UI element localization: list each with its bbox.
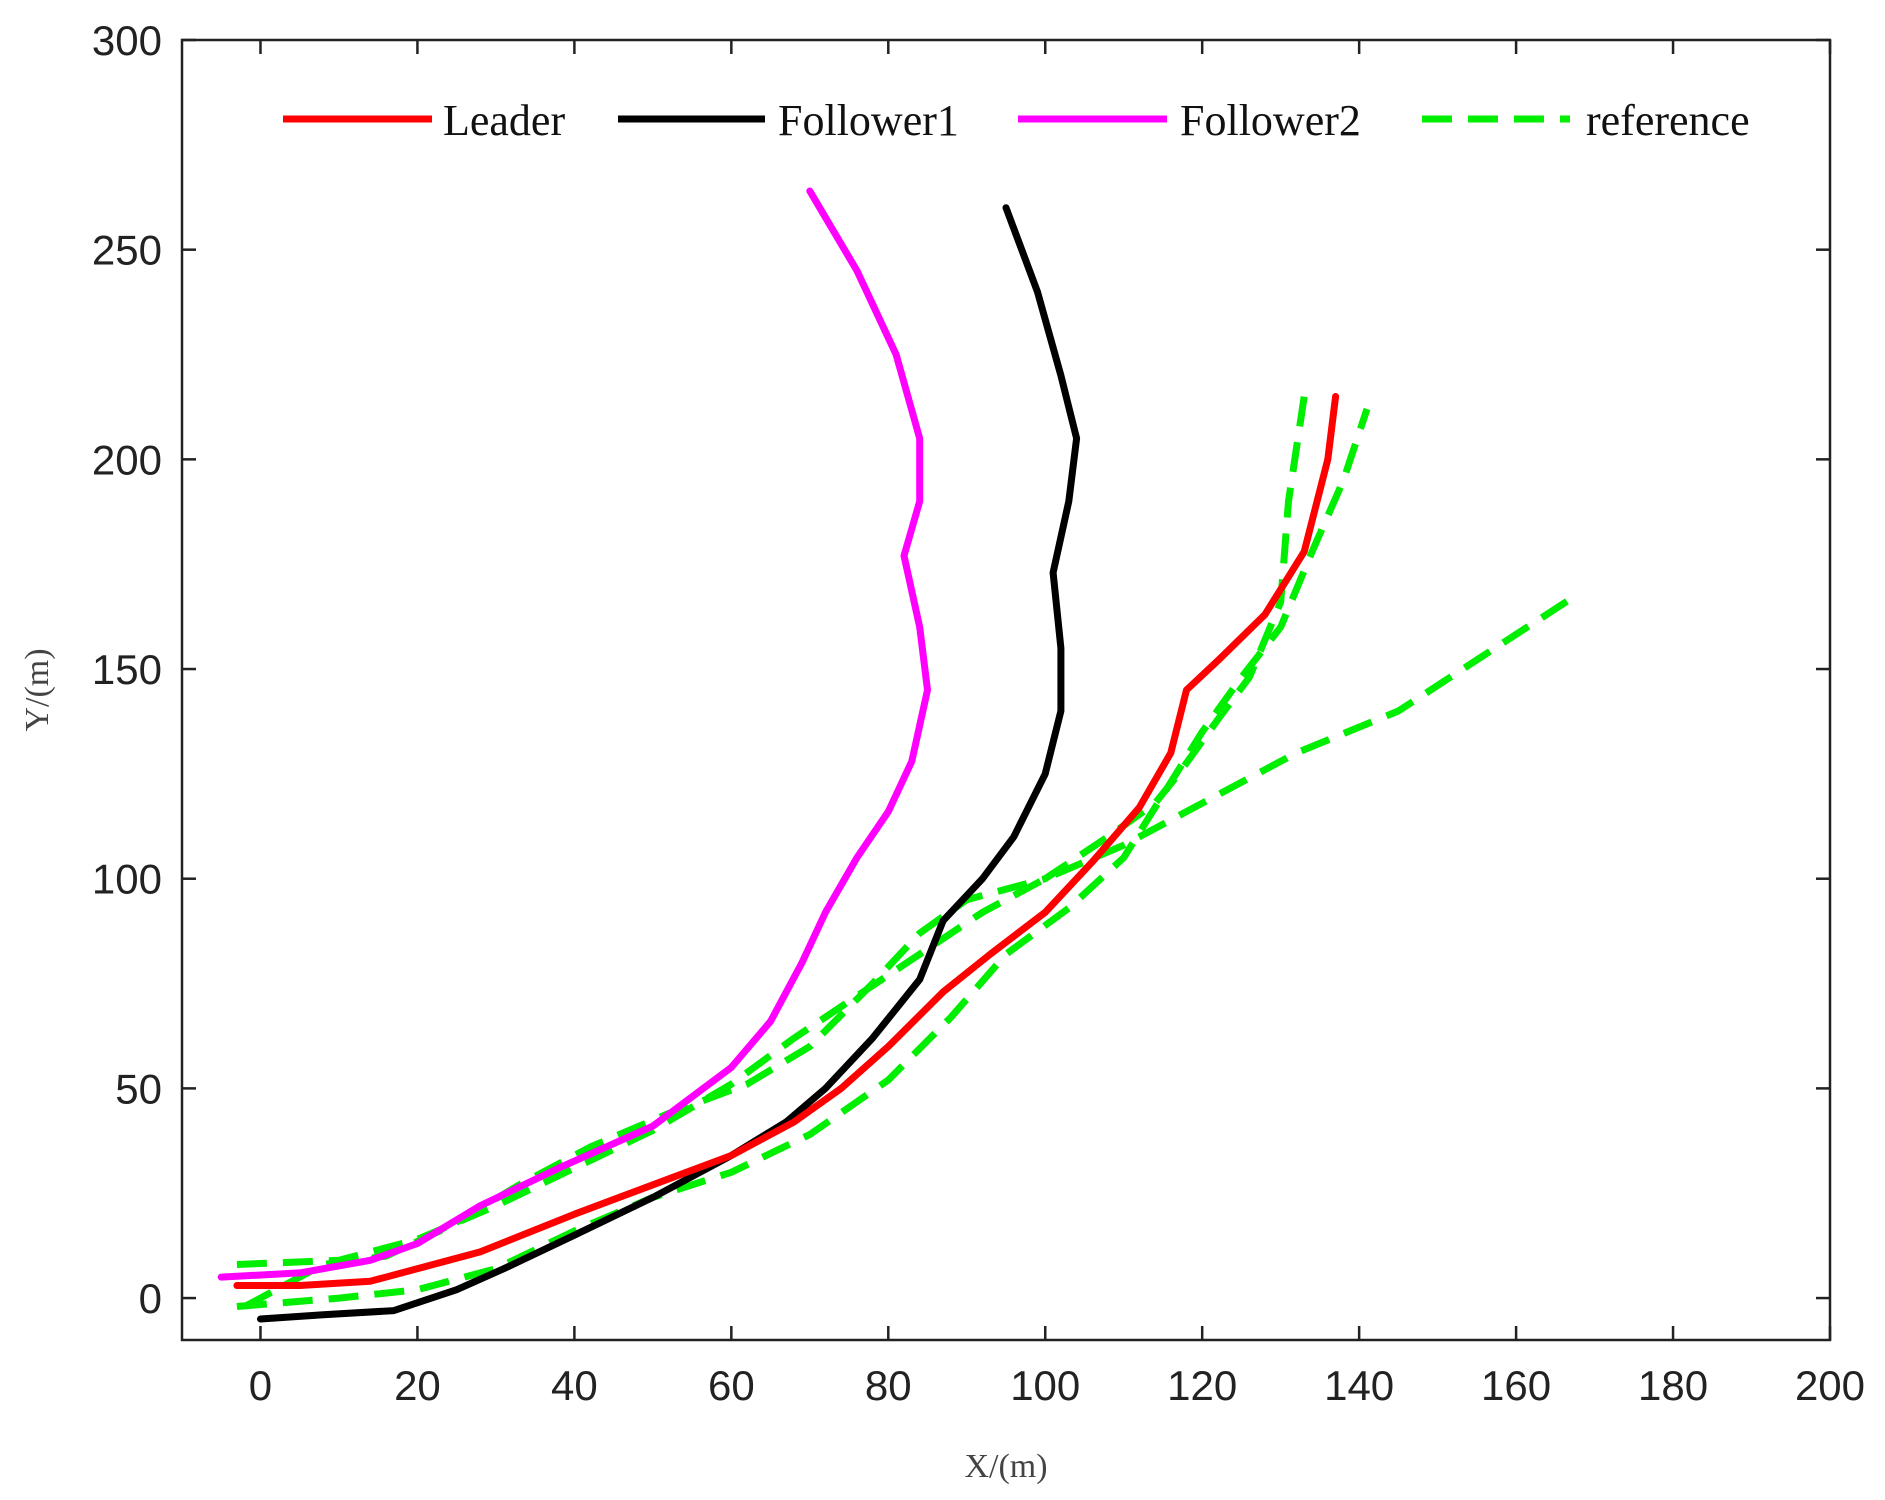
- x-tick-label: 0: [249, 1362, 272, 1409]
- legend: Leader Follower1 Follower2 reference: [283, 96, 1750, 145]
- x-tick-label: 20: [394, 1362, 441, 1409]
- y-tick-label: 50: [115, 1065, 162, 1112]
- series-layer: [217, 187, 1581, 1323]
- x-tick-label: 160: [1481, 1362, 1551, 1409]
- series-line-follower2: [217, 187, 931, 1281]
- x-tick-label: 180: [1638, 1362, 1708, 1409]
- x-tick-label: 100: [1010, 1362, 1080, 1409]
- legend-label-follower2: Follower2: [1180, 96, 1361, 145]
- legend-label-reference: reference: [1586, 96, 1750, 145]
- y-tick-label: 200: [92, 436, 162, 483]
- plot-frame: [180, 38, 1832, 1342]
- series-line-leader: [233, 393, 1340, 1289]
- y-tick-label: 0: [139, 1275, 162, 1322]
- tick-layer: 0 20 40 60 80 100 120 140 160 180 200 0 50 100 150 200 2…: [92, 17, 1865, 1409]
- x-tick-label: 120: [1167, 1362, 1237, 1409]
- y-tick-label: 300: [92, 17, 162, 64]
- x-tick-label: 60: [708, 1362, 755, 1409]
- x-axis-label: X/(m): [964, 1448, 1047, 1485]
- y-axis-label: Y/(m): [19, 648, 56, 731]
- y-tick-label: 150: [92, 646, 162, 693]
- legend-label-leader: Leader: [443, 96, 565, 145]
- x-tick-label: 40: [551, 1362, 598, 1409]
- x-tick-label: 200: [1795, 1362, 1865, 1409]
- y-tick-label: 250: [92, 227, 162, 274]
- series-line-follower1: [257, 204, 1081, 1323]
- legend-label-follower1: Follower1: [778, 96, 959, 145]
- plot-area: [182, 40, 1830, 1340]
- x-tick-label: 80: [865, 1362, 912, 1409]
- x-tick-label: 140: [1324, 1362, 1394, 1409]
- y-tick-label: 100: [92, 856, 162, 903]
